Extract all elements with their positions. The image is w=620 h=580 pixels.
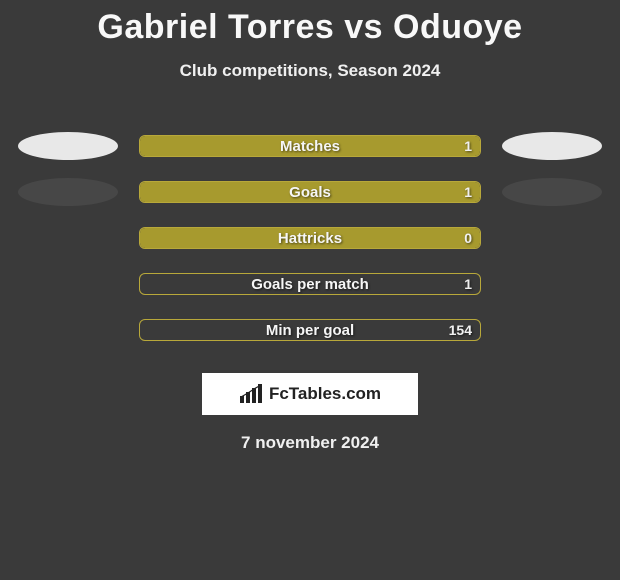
player-b-ellipse xyxy=(502,178,602,206)
player-b-ellipse xyxy=(502,132,602,160)
value-right: 1 xyxy=(464,182,472,202)
bar-gpm: Goals per match1 xyxy=(139,273,481,295)
date-text: 7 november 2024 xyxy=(0,433,620,453)
player-a-ellipse xyxy=(18,178,118,206)
bar-label: Goals xyxy=(140,182,480,202)
right-side xyxy=(493,169,611,215)
value-right: 0 xyxy=(464,228,472,248)
value-right: 1 xyxy=(464,274,472,294)
left-side xyxy=(9,307,127,353)
right-side xyxy=(493,261,611,307)
value-right: 154 xyxy=(449,320,472,340)
stat-row-goals: Goals1 xyxy=(0,169,620,215)
stat-row-matches: Matches1 xyxy=(0,123,620,169)
bar-mpg: Min per goal154 xyxy=(139,319,481,341)
bar-label: Min per goal xyxy=(140,320,480,340)
page-title: Gabriel Torres vs Oduoye xyxy=(0,0,620,47)
right-side xyxy=(493,307,611,353)
right-side xyxy=(493,123,611,169)
comparison-card: Gabriel Torres vs Oduoye Club competitio… xyxy=(0,0,620,580)
fctables-logo[interactable]: FcTables.com xyxy=(202,373,418,415)
stat-row-mpg: Min per goal154 xyxy=(0,307,620,353)
subtitle: Club competitions, Season 2024 xyxy=(0,61,620,81)
right-side xyxy=(493,215,611,261)
stat-row-gpm: Goals per match1 xyxy=(0,261,620,307)
bar-label: Goals per match xyxy=(140,274,480,294)
value-right: 1 xyxy=(464,136,472,156)
bar-matches: Matches1 xyxy=(139,135,481,157)
bar-goals: Goals1 xyxy=(139,181,481,203)
logo-text: FcTables.com xyxy=(269,384,381,404)
bar-label: Hattricks xyxy=(140,228,480,248)
bar-hattricks: Hattricks0 xyxy=(139,227,481,249)
left-side xyxy=(9,215,127,261)
bars-icon xyxy=(239,384,265,404)
player-a-ellipse xyxy=(18,132,118,160)
left-side xyxy=(9,169,127,215)
stat-rows: Matches1Goals1Hattricks0Goals per match1… xyxy=(0,123,620,353)
left-side xyxy=(9,261,127,307)
stat-row-hattricks: Hattricks0 xyxy=(0,215,620,261)
left-side xyxy=(9,123,127,169)
bar-label: Matches xyxy=(140,136,480,156)
